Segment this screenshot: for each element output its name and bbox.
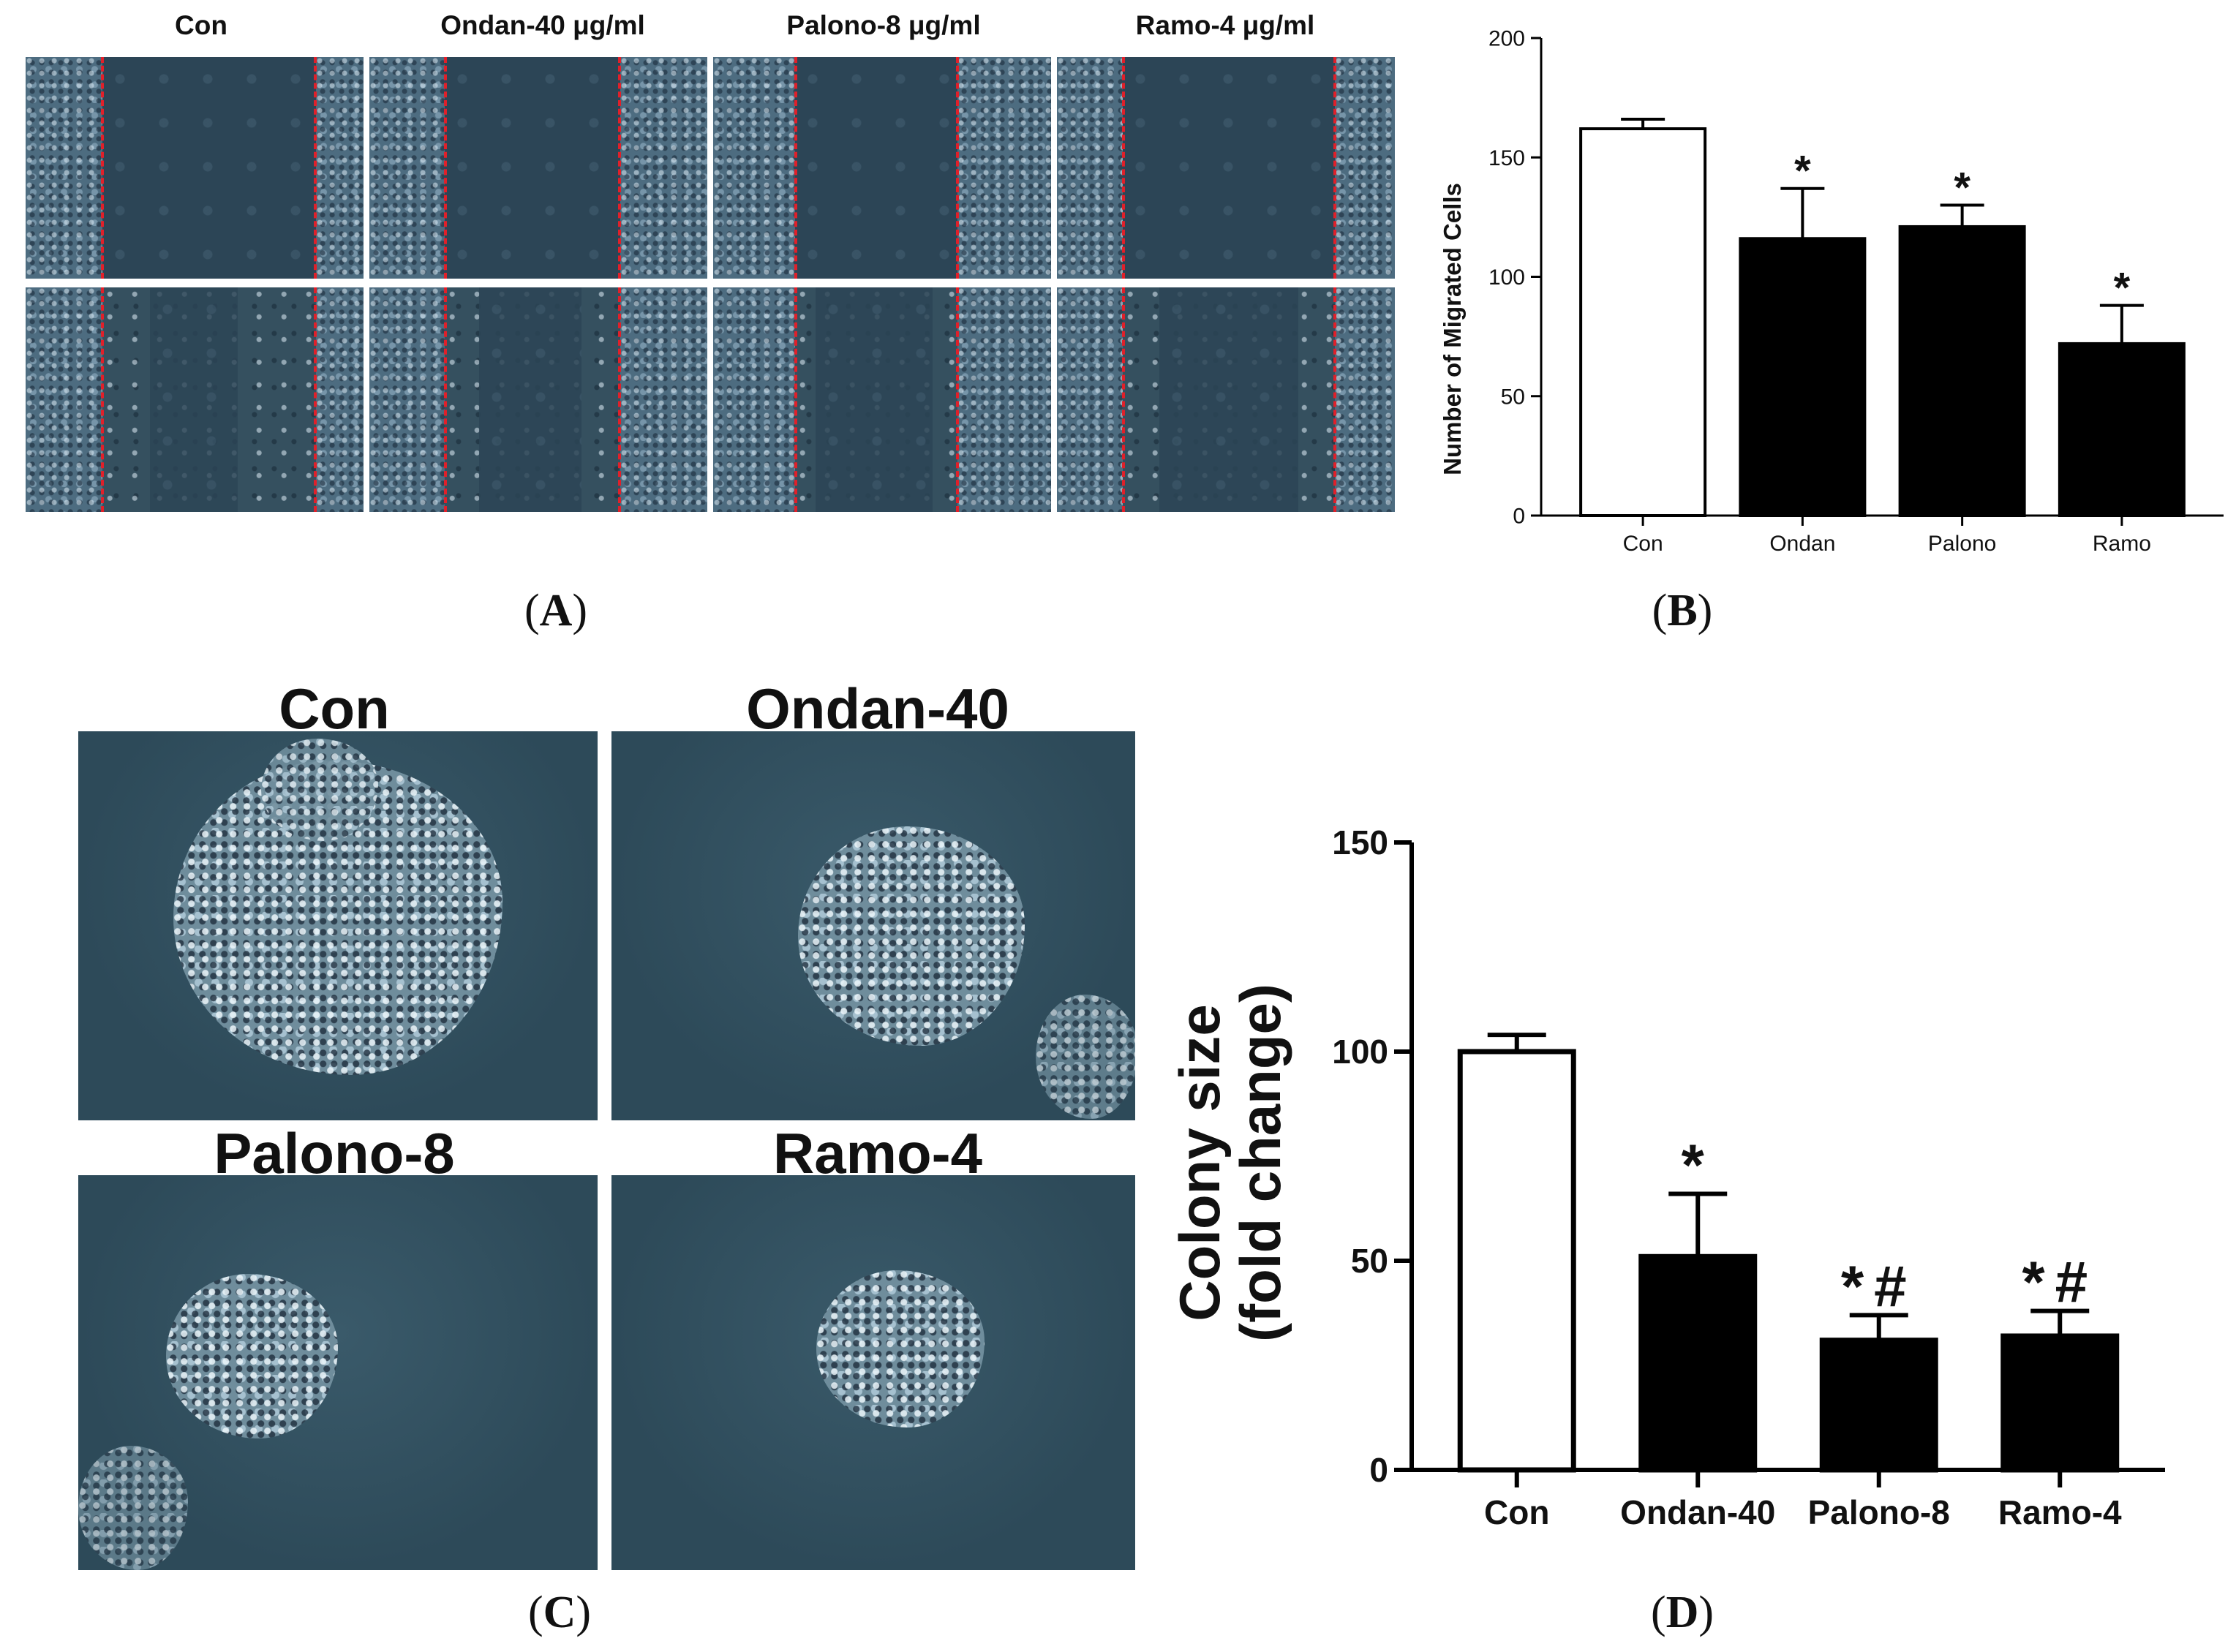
colony-image-con (78, 731, 598, 1120)
x-tick-label: Ondan (1769, 532, 1835, 556)
y-axis-label-line-1: Colony size (1167, 1004, 1232, 1321)
colony-label-ramo: Ramo-4 (772, 1121, 983, 1185)
colony-image-ramo (611, 1175, 1135, 1570)
x-tick-label: Ramo (2093, 532, 2151, 556)
y-axis-label: Number of Migrated Cells (1439, 183, 1466, 475)
significance-marker: * (2114, 265, 2131, 312)
colony-label-palono: Palono-8 (214, 1121, 455, 1185)
y-tick-label: 150 (1488, 146, 1525, 170)
x-tick-label: Palono (1928, 532, 1996, 556)
colony-image-palono (78, 1175, 598, 1570)
y-tick-label: 50 (1351, 1242, 1388, 1280)
y-tick-label: 0 (1369, 1451, 1388, 1489)
significance-marker: * (1794, 148, 1811, 195)
bar-ondan-40 (1638, 1253, 1758, 1473)
bar-ramo-4 (2000, 1333, 2120, 1473)
bar-palono-8 (1819, 1338, 1938, 1473)
wound-image-ramo-migrated (1057, 287, 1395, 512)
panel-letter-b: (B) (1652, 586, 1713, 635)
significance-marker: * (1954, 165, 1970, 212)
wound-image-con-0h (26, 57, 364, 279)
bar-ondan (1739, 237, 1867, 517)
wound-label-ramo: Ramo-4 μg/ml (1135, 10, 1315, 40)
y-tick-label: 50 (1501, 385, 1525, 409)
colony-size-bar-chart: Colony size (fold change) 0 50 100 150 Con O… (1167, 823, 2165, 1531)
wound-image-ramo-0h (1057, 57, 1395, 279)
wound-label-ondan: Ondan-40 μg/ml (440, 10, 645, 40)
bar-palono (1898, 225, 2026, 517)
migration-bar-chart: Number of Migrated Cells 0 50 100 150 200 Co… (1439, 27, 2224, 556)
wound-image-palono-migrated (713, 287, 1051, 512)
colony-label-con: Con (279, 676, 390, 741)
colony-label-ondan: Ondan-40 (746, 676, 1009, 741)
colony-image-ondan (611, 731, 1135, 1120)
y-tick-label: 150 (1332, 823, 1388, 861)
y-tick-label: 100 (1332, 1033, 1388, 1071)
x-tick-label: Con (1623, 532, 1663, 556)
bar-con (1579, 127, 1707, 517)
wound-image-palono-0h (713, 57, 1051, 279)
x-tick-label: Con (1484, 1493, 1549, 1531)
y-tick-label: 0 (1513, 505, 1525, 529)
bar-ramo (2058, 342, 2186, 518)
y-tick-label: 200 (1488, 27, 1525, 51)
significance-marker: *# (1841, 1253, 1917, 1319)
y-axis-label-line-2: (fold change) (1228, 984, 1292, 1342)
panel-letter-c: (C) (527, 1588, 592, 1637)
x-tick-label: Ondan-40 (1620, 1493, 1775, 1531)
y-tick-label: 100 (1488, 265, 1525, 290)
x-tick-label: Palono-8 (1808, 1493, 1950, 1531)
bar-con (1457, 1049, 1576, 1473)
wound-image-con-migrated (26, 287, 364, 512)
significance-marker: * (1682, 1132, 1714, 1197)
panel-letter-a: (A) (524, 586, 588, 635)
wound-image-ondan-0h (369, 57, 707, 279)
panel-letter-d: (D) (1650, 1588, 1714, 1637)
wound-image-ondan-migrated (369, 287, 707, 512)
wound-label-con: Con (175, 10, 227, 40)
x-tick-label: Ramo-4 (1998, 1493, 2122, 1531)
wound-label-palono: Palono-8 μg/ml (786, 10, 981, 40)
significance-marker: *# (2022, 1250, 2098, 1315)
